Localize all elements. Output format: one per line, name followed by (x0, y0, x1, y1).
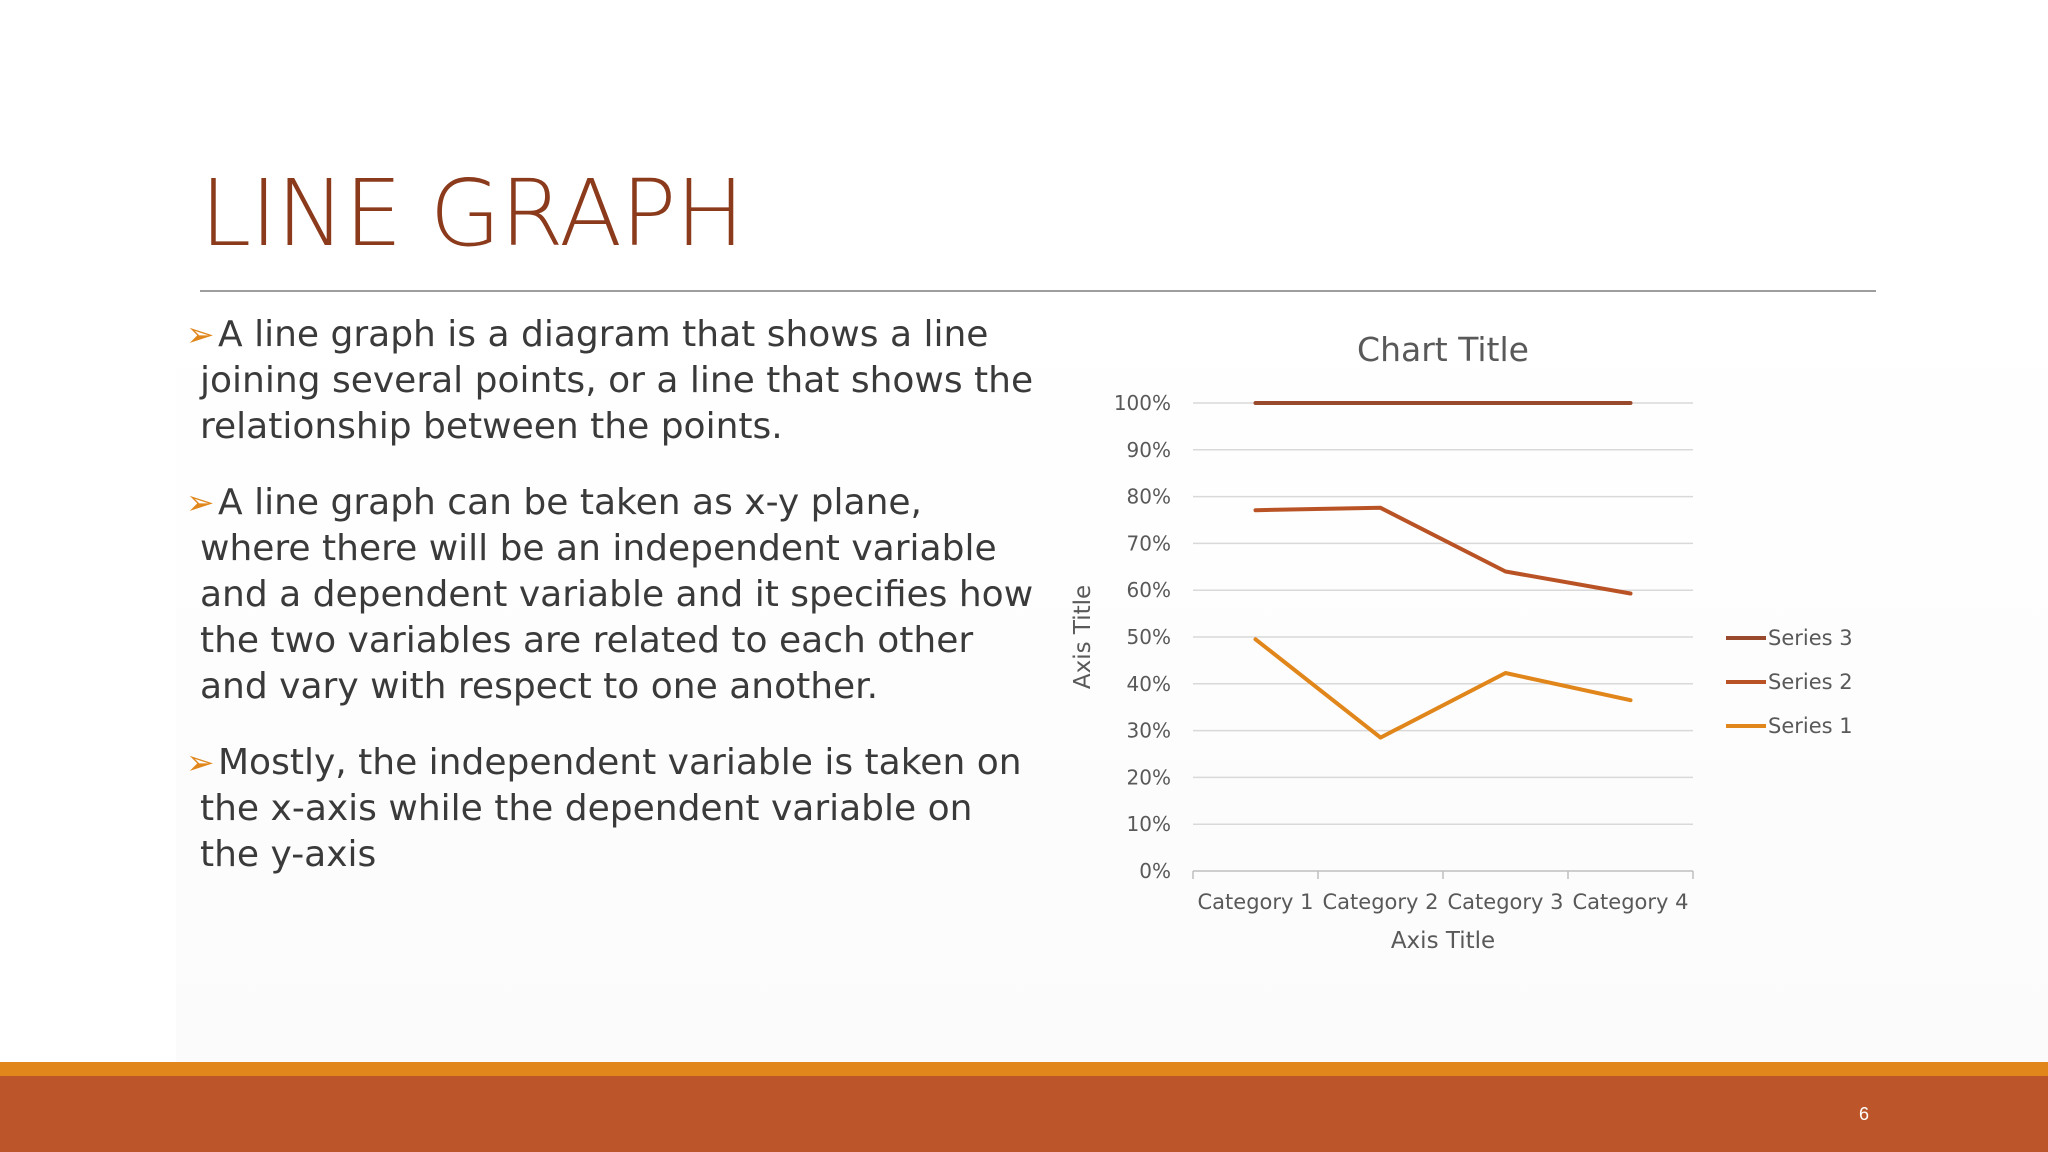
slide-title: LINE GRAPH (200, 160, 745, 267)
y-tick-label: 100% (1114, 391, 1171, 415)
y-tick-label: 80% (1127, 485, 1171, 509)
bullet-item: ➢ Mostly, the independent variable is ta… (184, 740, 1034, 878)
series-line (1253, 505, 1633, 596)
footer-bar (0, 1076, 2048, 1152)
legend-label: Series 1 (1768, 714, 1853, 738)
y-tick-label: 20% (1127, 765, 1171, 789)
title-divider (200, 290, 1876, 292)
y-tick-label: 50% (1127, 625, 1171, 649)
y-tick-label: 60% (1127, 578, 1171, 602)
line-chart: Chart Title 0% 10% 20% 30% 40% 50% 60% 70% 80% 90%… (1070, 330, 1853, 954)
legend-label: Series 2 (1768, 670, 1853, 694)
arrow-bullet-icon: ➢ (186, 743, 215, 783)
footer-accent-stripe (0, 1062, 2048, 1076)
y-tick-label: 90% (1127, 438, 1171, 462)
bullet-text: A line graph is a diagram that shows a l… (200, 314, 1034, 447)
x-tick-label: Category 2 (1323, 890, 1439, 914)
bullet-item: ➢ A line graph can be taken as x-y plane… (184, 480, 1034, 710)
bullet-text: Mostly, the independent variable is take… (200, 742, 1022, 875)
bullet-item: ➢ A line graph is a diagram that shows a… (184, 312, 1034, 450)
y-tick-label: 40% (1127, 672, 1171, 696)
bullet-list: ➢ A line graph is a diagram that shows a… (184, 312, 1034, 908)
series-line (1253, 637, 1633, 740)
y-tick-label: 30% (1127, 719, 1171, 743)
x-tick-label: Category 3 (1448, 890, 1564, 914)
bullet-text: A line graph can be taken as x-y plane, … (200, 482, 1034, 707)
y-tick-label: 0% (1139, 859, 1171, 883)
x-axis-title: Axis Title (1391, 928, 1495, 954)
x-tick-label: Category 4 (1573, 890, 1689, 914)
arrow-bullet-icon: ➢ (186, 315, 215, 355)
x-tick-label: Category 1 (1198, 890, 1314, 914)
y-tick-label: 70% (1127, 531, 1171, 555)
legend-label: Series 3 (1768, 626, 1853, 650)
y-axis-title: Axis Title (1070, 585, 1096, 689)
arrow-bullet-icon: ➢ (186, 483, 215, 523)
y-tick-label: 10% (1127, 812, 1171, 836)
page-number: 6 (1858, 1104, 1869, 1124)
chart-title: Chart Title (1357, 330, 1529, 369)
